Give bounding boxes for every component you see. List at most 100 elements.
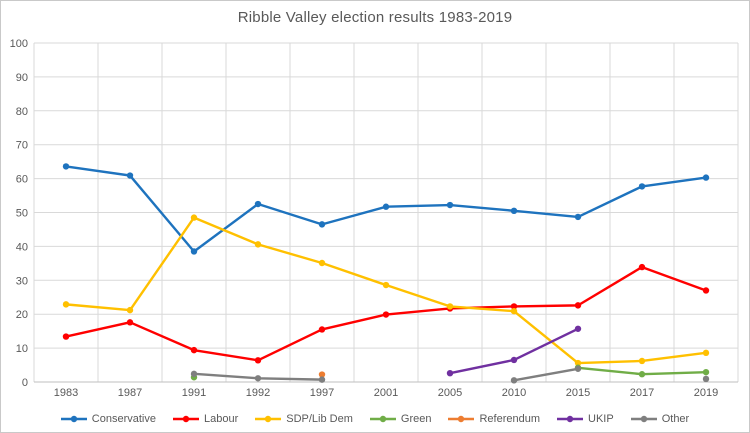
- legend-marker-green-icon: [369, 415, 396, 423]
- legend-dot: [70, 415, 77, 423]
- legend-marker-referendum-icon: [448, 415, 475, 423]
- legend-item-other: Other: [630, 413, 690, 425]
- legend-item-green: Green: [369, 413, 432, 425]
- y-axis-tick-label: 10: [16, 343, 28, 355]
- data-point-labour: [638, 263, 646, 271]
- data-point-sdp-lib-dem: [382, 281, 390, 289]
- data-point-green: [702, 368, 710, 376]
- x-axis-tick-label: 1992: [246, 387, 270, 399]
- chart-legend: Conservative Labour SDP/Lib Dem Green Refere…: [1, 413, 749, 425]
- data-point-conservative: [254, 200, 262, 208]
- data-point-sdp-lib-dem: [702, 349, 710, 357]
- data-point-conservative: [510, 207, 518, 215]
- legend-item-labour: Labour: [172, 413, 239, 425]
- data-point-ukip: [446, 369, 454, 377]
- legend-label: Green: [400, 413, 432, 425]
- data-point-conservative: [638, 183, 646, 190]
- data-point-labour: [702, 287, 710, 294]
- data-point-conservative: [190, 248, 198, 255]
- data-point-sdp-lib-dem: [126, 306, 134, 314]
- x-axis-tick-label: 2001: [374, 387, 398, 399]
- data-point-sdp-lib-dem: [62, 301, 70, 308]
- legend-marker-other-icon: [630, 415, 657, 423]
- x-axis-tick-label: 2010: [502, 387, 526, 399]
- legend-label: Other: [661, 413, 690, 425]
- data-point-sdp-lib-dem: [510, 307, 518, 315]
- x-axis-tick-label: 2015: [566, 387, 590, 399]
- data-point-other: [190, 370, 198, 378]
- legend-marker-sdp-lib-dem-icon: [255, 415, 282, 423]
- data-point-sdp-lib-dem: [574, 359, 582, 367]
- x-axis-tick-label: 1987: [118, 387, 142, 399]
- data-point-labour: [574, 302, 582, 309]
- data-point-other: [318, 376, 326, 383]
- x-axis-tick-label: 2019: [694, 387, 718, 399]
- data-point-conservative: [126, 172, 134, 179]
- data-point-labour: [318, 326, 326, 333]
- x-axis-tick-label: 1983: [54, 387, 78, 399]
- y-axis-tick-label: 20: [16, 309, 28, 321]
- data-point-ukip: [574, 325, 582, 332]
- chart-title: Ribble Valley election results 1983-2019: [237, 9, 513, 26]
- data-point-labour: [126, 319, 134, 326]
- legend-dot: [265, 415, 272, 423]
- data-point-conservative: [318, 221, 326, 228]
- legend-dot: [640, 415, 647, 423]
- legend-label: SDP/Lib Dem: [286, 413, 353, 425]
- legend-marker-conservative-icon: [60, 415, 87, 423]
- series-line-other: [512, 367, 580, 382]
- legend-label: Conservative: [91, 413, 156, 425]
- x-axis-tick-label: 1997: [310, 387, 334, 399]
- y-axis-tick-label: 90: [16, 72, 28, 84]
- data-point-labour: [190, 346, 198, 354]
- legend-label: Labour: [203, 413, 239, 425]
- legend-dot: [379, 415, 387, 423]
- legend-item-conservative: Conservative: [60, 413, 156, 425]
- data-point-labour: [254, 357, 262, 364]
- data-point-conservative: [62, 163, 70, 170]
- x-axis-tick-label: 2017: [630, 387, 654, 399]
- data-point-sdp-lib-dem: [318, 259, 326, 267]
- data-point-conservative: [702, 174, 710, 181]
- data-point-labour: [510, 303, 518, 310]
- data-point-conservative: [382, 203, 390, 210]
- data-point-sdp-lib-dem: [638, 357, 646, 365]
- legend-label: Referendum: [479, 413, 541, 425]
- data-point-green: [638, 371, 646, 378]
- legend-item-referendum: Referendum: [448, 413, 540, 425]
- y-axis-tick-label: 50: [16, 208, 28, 220]
- y-axis-tick-label: 40: [16, 241, 28, 253]
- y-axis-tick-label: 80: [16, 106, 28, 118]
- data-point-other: [254, 375, 262, 382]
- data-point-referendum: [318, 371, 326, 378]
- x-axis-tick-label: 2005: [438, 387, 462, 399]
- y-axis-tick-label: 70: [16, 140, 28, 152]
- data-point-sdp-lib-dem: [190, 214, 198, 221]
- data-point-sdp-lib-dem: [446, 303, 454, 310]
- chart-plot-area: 0 10 20 30 40 50 60 70 80 90 100 1983 1987 1991 1992 19…: [10, 38, 739, 399]
- data-point-ukip: [510, 356, 518, 364]
- data-point-other: [702, 375, 710, 383]
- legend-item-sdp-lib-dem: SDP/Lib Dem: [255, 413, 353, 425]
- legend-dot: [458, 415, 465, 423]
- x-axis-tick-label: 1991: [182, 387, 206, 399]
- legend-marker-labour-icon: [172, 415, 199, 423]
- data-point-other: [574, 365, 582, 372]
- y-axis-tick-label: 30: [16, 275, 28, 287]
- data-point-conservative: [446, 201, 454, 209]
- legend-dot: [182, 415, 190, 423]
- y-axis-tick-label: 60: [16, 174, 28, 186]
- data-point-sdp-lib-dem: [254, 241, 262, 248]
- data-point-conservative: [574, 213, 582, 221]
- series-line-ukip: [448, 327, 580, 375]
- data-point-other: [510, 377, 518, 384]
- legend-marker-ukip-icon: [557, 415, 584, 423]
- y-axis-tick-label: 100: [10, 38, 28, 50]
- data-point-labour: [382, 311, 390, 318]
- legend-dot: [566, 415, 574, 423]
- legend-item-ukip: UKIP: [557, 413, 614, 425]
- data-point-labour: [62, 333, 70, 340]
- y-axis-tick-label: 0: [22, 377, 28, 389]
- legend-label: UKIP: [588, 413, 614, 425]
